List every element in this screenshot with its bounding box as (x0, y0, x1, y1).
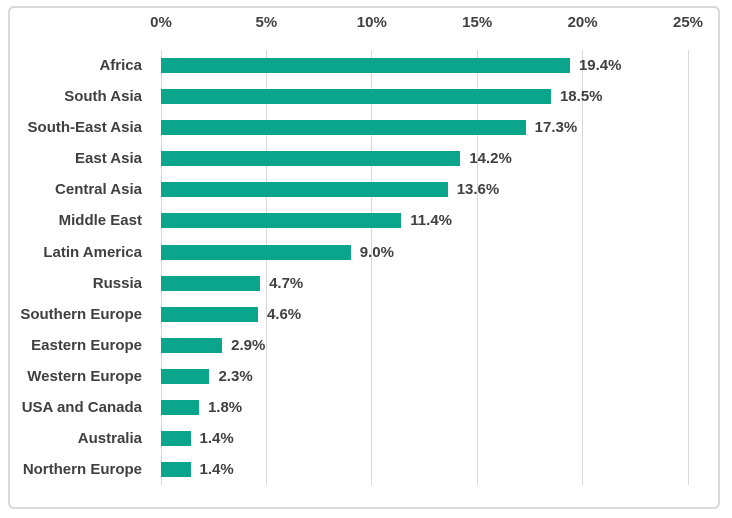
category-row: Central Asia (0, 174, 152, 205)
category-label: Northern Europe (22, 461, 142, 479)
bar (161, 213, 402, 229)
bar (161, 430, 191, 446)
data-label: 1.8% (207, 398, 243, 416)
bar-row: 4.7% (161, 268, 688, 299)
category-label: Russia (92, 274, 142, 292)
data-label: 18.5% (559, 88, 603, 106)
bar (161, 306, 258, 322)
bar-series: 19.4% 18.5% 17.3% 14.2% 13.6% 11.4% 9.0% 4.7% 4.… (161, 50, 688, 485)
data-label: 9.0% (359, 243, 394, 261)
category-label: Australia (77, 429, 142, 447)
bar-row: 14.2% (161, 143, 688, 174)
vertical-gridline (476, 50, 478, 485)
x-axis-top: 0% 5% 10% 15% 20% 25% (150, 14, 703, 36)
bar (161, 58, 570, 74)
vertical-gridline (371, 50, 373, 485)
bar-row: 2.9% (161, 330, 688, 361)
bar-row: 19.4% (161, 50, 688, 81)
category-label: Latin America (43, 243, 142, 261)
data-label: 2.9% (231, 336, 266, 354)
bar (161, 399, 199, 415)
bar (161, 120, 526, 136)
data-label: 11.4% (410, 212, 453, 230)
vertical-gridline (687, 50, 689, 485)
x-axis-tick-label: 20% (567, 14, 598, 31)
data-label: 14.2% (469, 150, 512, 168)
bar (161, 244, 351, 260)
category-label: South Asia (64, 88, 142, 106)
category-row: Latin America (0, 236, 152, 267)
category-row: USA and Canada (0, 392, 152, 423)
category-label: Middle East (58, 212, 142, 230)
data-label: 19.4% (578, 57, 622, 75)
category-label: USA and Canada (21, 398, 142, 416)
data-label: 13.6% (456, 181, 500, 199)
bar-row: 17.3% (161, 112, 688, 143)
bar-row: 1.4% (161, 423, 688, 454)
category-label: South-East Asia (27, 119, 142, 137)
category-row: Eastern Europe (0, 330, 152, 361)
x-axis-tick-label: 15% (462, 14, 493, 31)
category-row: Southern Europe (0, 299, 152, 330)
category-row: Northern Europe (0, 454, 152, 485)
bar-row: 1.4% (161, 454, 688, 485)
bar-row: 1.8% (161, 392, 688, 423)
category-row: South-East Asia (0, 112, 152, 143)
bar-row: 13.6% (161, 174, 688, 205)
bar (161, 337, 223, 353)
bar-row: 2.3% (161, 361, 688, 392)
bar-row: 11.4% (161, 205, 688, 236)
category-axis: Africa South Asia South-East Asia East Asia… (0, 50, 152, 485)
category-row: Africa (0, 50, 152, 81)
bar (161, 89, 551, 105)
x-axis-tick-label: 25% (672, 14, 704, 31)
bar (161, 151, 461, 167)
data-label: 1.4% (199, 461, 234, 479)
bar (161, 462, 191, 478)
category-label: Western Europe (27, 367, 142, 385)
category-row: Russia (0, 268, 152, 299)
data-label: 1.4% (199, 429, 234, 447)
category-label: Eastern Europe (31, 336, 142, 354)
data-label: 2.3% (218, 367, 253, 385)
category-label: East Asia (75, 150, 142, 168)
plot-area: 19.4% 18.5% 17.3% 14.2% 13.6% 11.4% 9.0% 4.7% 4.… (160, 50, 689, 485)
x-axis-tick-label: 5% (255, 14, 278, 31)
x-axis-tick-label: 0% (150, 14, 172, 31)
vertical-gridline (160, 50, 162, 485)
bar (161, 368, 210, 384)
category-label: Southern Europe (20, 305, 142, 323)
bar-row: 18.5% (161, 81, 688, 112)
category-row: Australia (0, 423, 152, 454)
data-label: 17.3% (534, 119, 578, 137)
category-label: Central Asia (55, 181, 142, 199)
bar-row: 9.0% (161, 236, 688, 267)
vertical-gridline (265, 50, 267, 485)
category-row: Western Europe (0, 361, 152, 392)
data-label: 4.7% (269, 274, 304, 292)
vertical-gridline (582, 50, 584, 485)
bar-row: 4.6% (161, 299, 688, 330)
category-row: East Asia (0, 143, 152, 174)
data-label: 4.6% (266, 305, 302, 323)
category-label: Africa (99, 57, 142, 75)
x-axis-tick-label: 10% (356, 14, 387, 31)
category-row: South Asia (0, 81, 152, 112)
bar (161, 275, 261, 291)
category-row: Middle East (0, 205, 152, 236)
bar (161, 182, 448, 198)
